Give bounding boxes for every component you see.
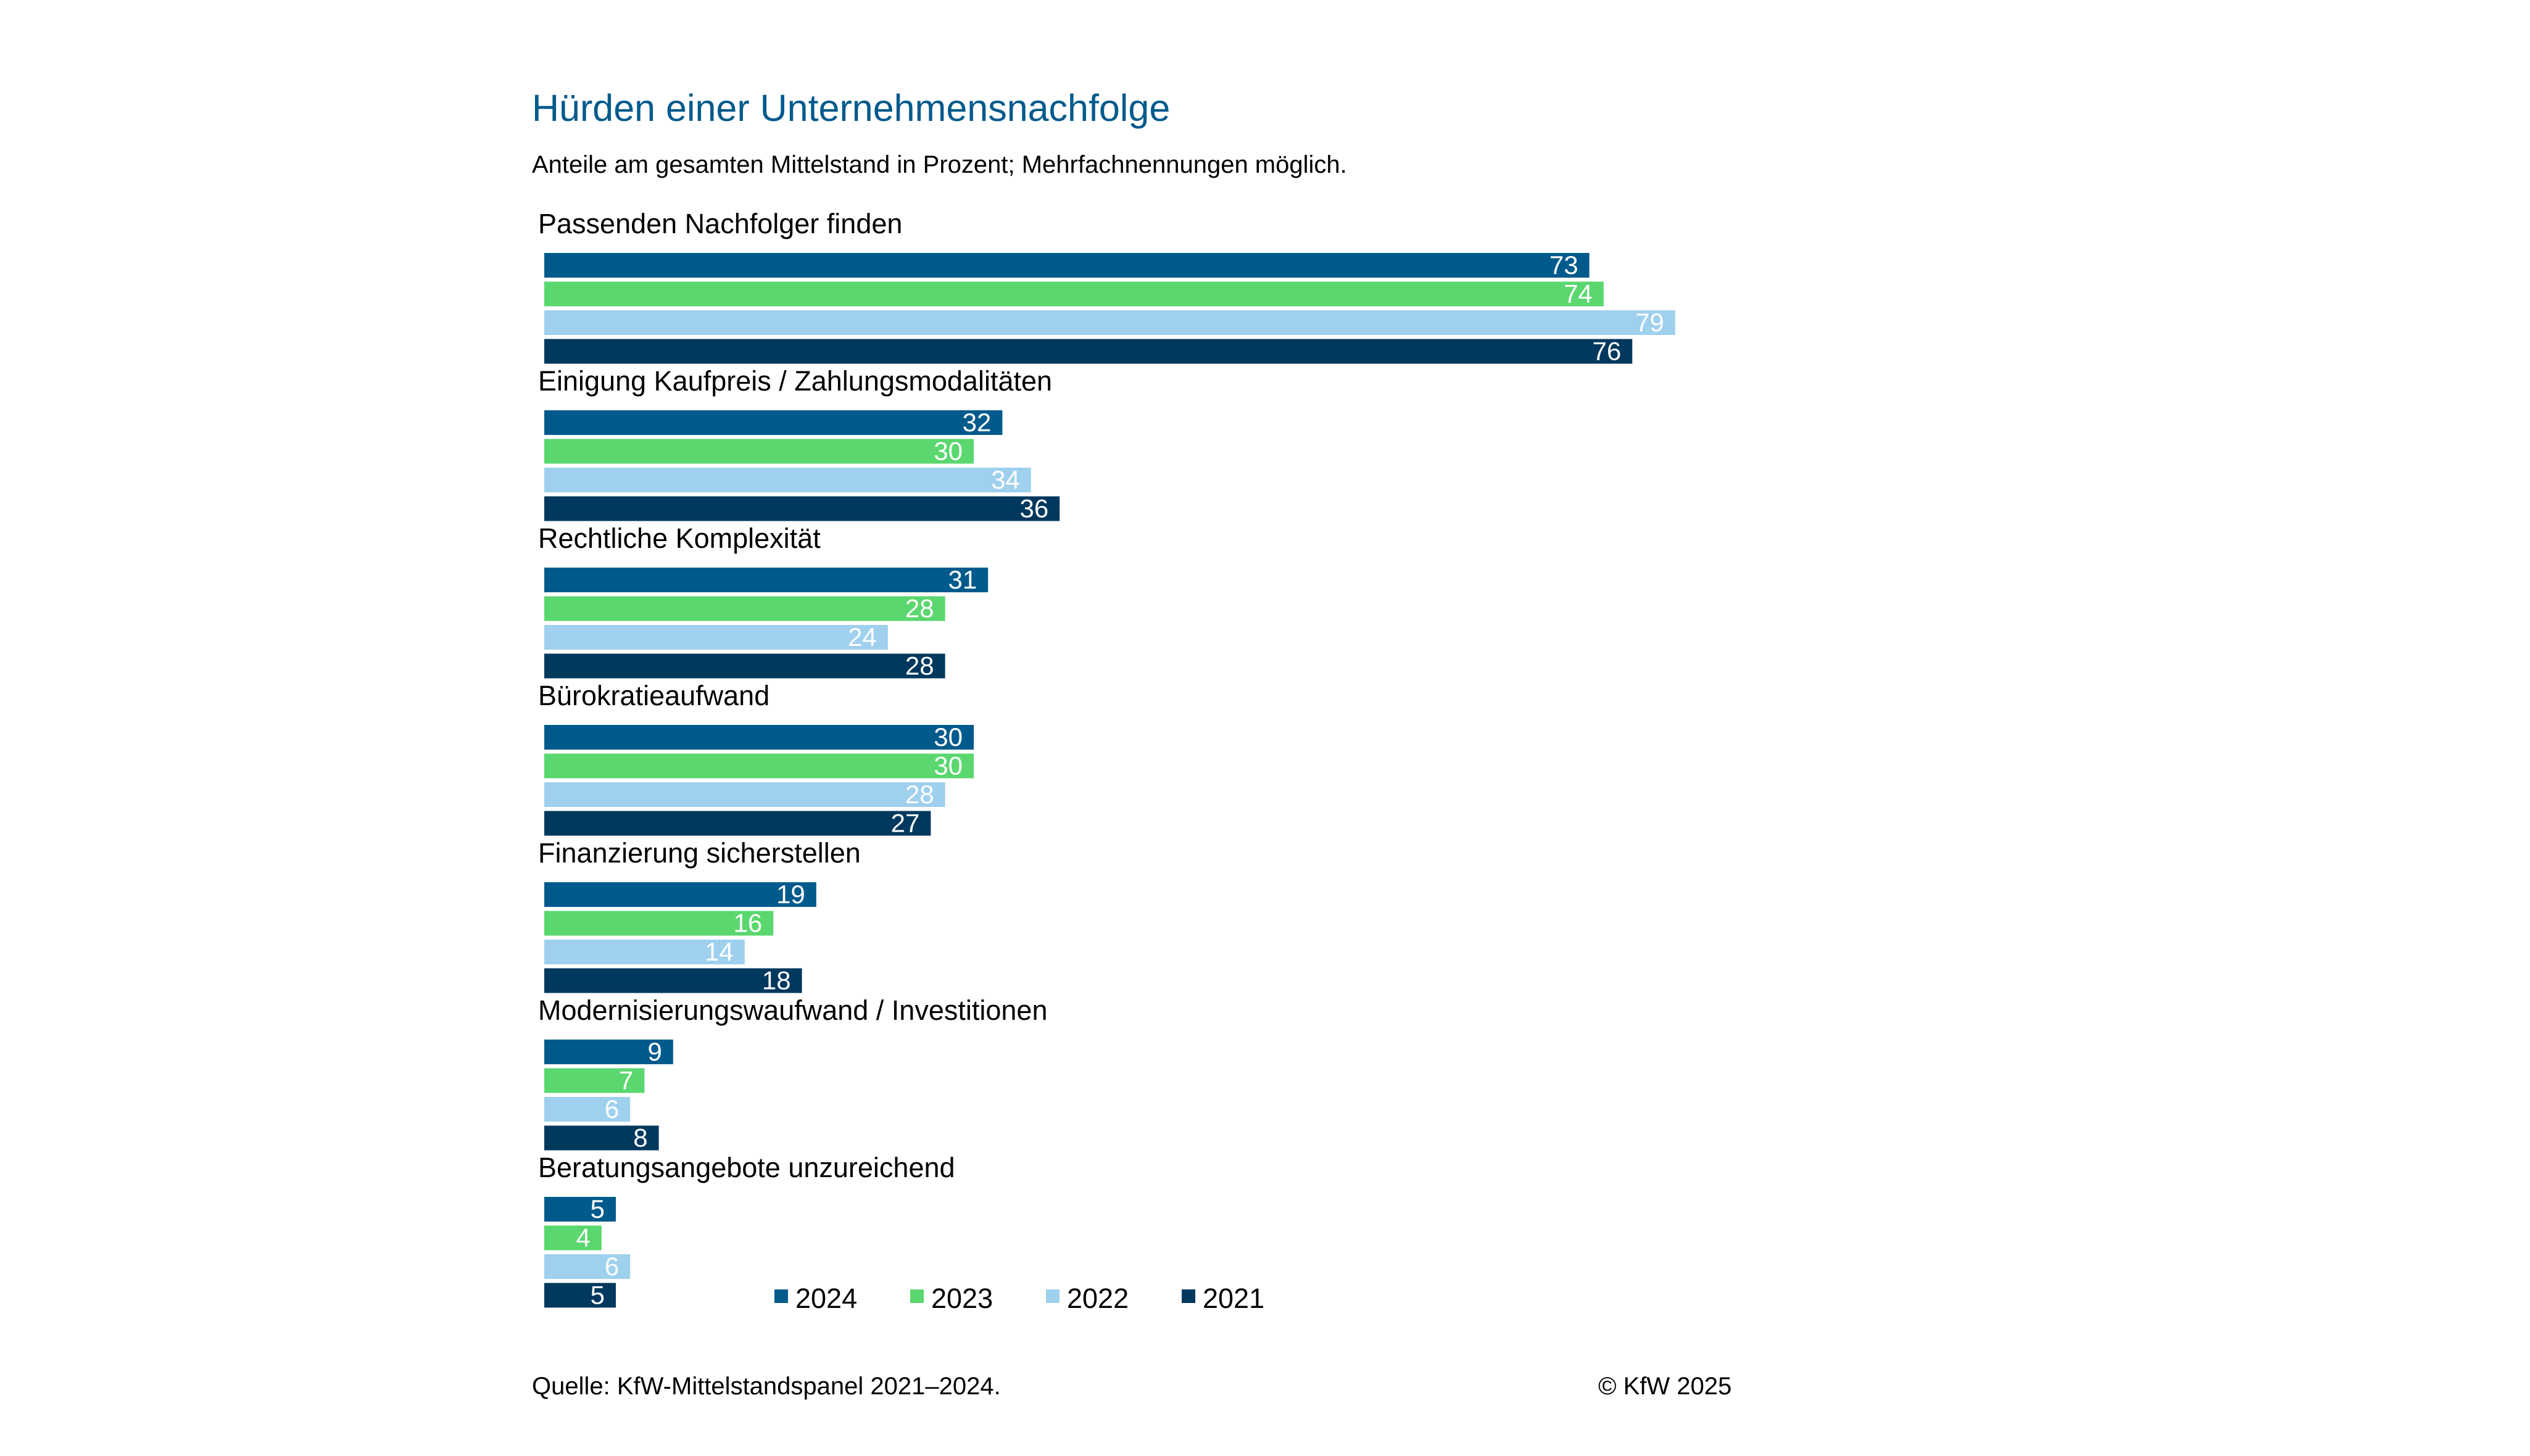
bar	[544, 410, 1003, 435]
bar-value-label: 6	[605, 1094, 619, 1123]
bar	[544, 596, 945, 621]
bar	[544, 1068, 645, 1093]
bar	[544, 496, 1060, 521]
bar-value-label: 5	[591, 1194, 605, 1223]
category-label: Beratungsangebote unzureichend	[538, 1152, 955, 1183]
bar	[544, 468, 1031, 492]
bar-value-label: 36	[1019, 494, 1048, 523]
legend-label: 2022	[1067, 1283, 1129, 1314]
category-label: Einigung Kaufpreis / Zahlungsmodalitäten	[538, 365, 1052, 397]
bar-value-label: 18	[762, 966, 791, 995]
bar	[544, 1197, 616, 1222]
bar	[544, 911, 774, 936]
bar	[544, 725, 974, 750]
legend-label: 2023	[931, 1283, 993, 1314]
chart-subtitle: Anteile am gesamten Mittelstand in Proze…	[532, 151, 1347, 178]
bar-value-label: 9	[647, 1037, 662, 1066]
bar-value-label: 30	[934, 722, 963, 751]
legend-swatch	[910, 1289, 924, 1303]
category-label: Passenden Nachfolger finden	[538, 208, 902, 239]
bar	[544, 940, 745, 964]
bar	[544, 625, 888, 650]
bar-value-label: 74	[1564, 279, 1593, 308]
bar-value-label: 28	[905, 594, 934, 623]
bar	[544, 439, 974, 464]
bar	[544, 1040, 673, 1064]
bar	[544, 811, 931, 836]
bar-value-label: 8	[633, 1123, 647, 1152]
bar-value-label: 16	[733, 909, 762, 938]
bar-value-label: 76	[1592, 337, 1621, 366]
bar	[544, 339, 1633, 364]
bar-value-label: 14	[705, 937, 734, 966]
legend-label: 2021	[1203, 1283, 1264, 1314]
bar-value-label: 6	[605, 1252, 619, 1281]
bar-value-label: 24	[848, 623, 877, 651]
bar	[544, 1225, 602, 1251]
bar	[544, 568, 989, 592]
legend-swatch	[1046, 1289, 1060, 1303]
bar	[544, 968, 802, 993]
source-note: Quelle: KfW-Mittelstandspanel 2021–2024.	[532, 1373, 1001, 1400]
bar	[544, 310, 1675, 335]
category-label: Finanzierung sicherstellen	[538, 837, 861, 869]
bar-value-label: 7	[619, 1066, 633, 1095]
bar-value-label: 30	[934, 437, 963, 466]
bar	[544, 1283, 616, 1308]
bar-value-label: 28	[905, 651, 934, 680]
bar	[544, 753, 974, 779]
bar	[544, 782, 945, 807]
legend-swatch	[774, 1289, 788, 1303]
bar-value-label: 32	[963, 408, 992, 437]
bar-value-label: 31	[948, 565, 977, 594]
category-label: Modernisierungswaufwand / Investitionen	[538, 995, 1047, 1026]
bar-value-label: 19	[776, 880, 805, 909]
bar-value-label: 5	[591, 1281, 605, 1310]
bar	[544, 1254, 631, 1279]
bar-value-label: 79	[1635, 308, 1664, 337]
bar-value-label: 73	[1549, 250, 1578, 279]
bar-value-label: 30	[934, 751, 963, 780]
bar	[544, 653, 945, 679]
legend-swatch	[1182, 1289, 1195, 1303]
bar	[544, 1125, 659, 1151]
copyright-note: © KfW 2025	[1598, 1373, 1732, 1400]
bar	[544, 882, 816, 907]
bar	[544, 253, 1590, 278]
bar-value-label: 34	[991, 465, 1020, 494]
bar-value-label: 4	[576, 1223, 590, 1252]
chart-title: Hürden einer Unternehmensnachfolge	[532, 87, 1171, 129]
category-label: Rechtliche Komplexität	[538, 523, 821, 554]
bar	[544, 281, 1604, 307]
bar-value-label: 27	[891, 809, 920, 838]
bar	[544, 1097, 631, 1122]
bar-value-label: 28	[905, 780, 934, 809]
legend-label: 2024	[795, 1283, 857, 1314]
category-label: Bürokratieaufwand	[538, 680, 769, 711]
